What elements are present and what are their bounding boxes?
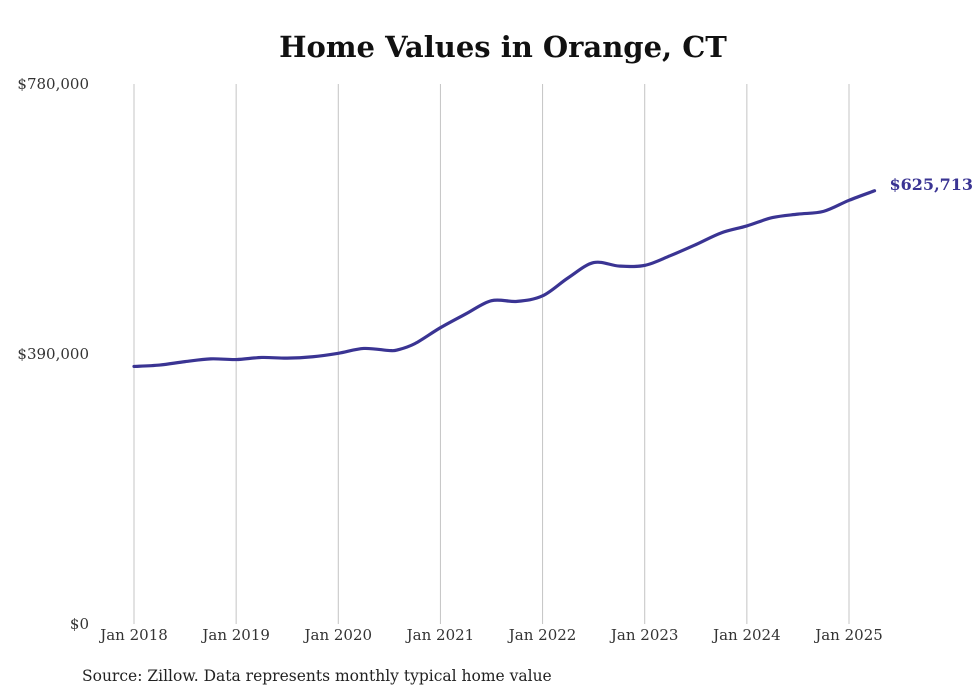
y-axis-ticks: $0 $390,000 $780,000	[17, 75, 89, 633]
x-tick-label: Jan 2021	[405, 626, 475, 644]
gridlines	[133, 84, 850, 624]
x-tick-label: Jan 2020	[303, 626, 373, 644]
y-tick-label: $390,000	[17, 345, 89, 363]
series-line	[132, 189, 877, 369]
x-tick-label: Jan 2019	[200, 626, 270, 644]
x-tick-label: Jan 2025	[813, 626, 883, 644]
x-tick-label: Jan 2022	[507, 626, 577, 644]
y-tick-label: $0	[70, 615, 89, 633]
y-tick-label: $780,000	[17, 75, 89, 93]
series-layer: $625,713	[132, 175, 974, 369]
chart-title: Home Values in Orange, CT	[279, 30, 727, 64]
x-tick-label: Jan 2024	[711, 626, 781, 644]
end-value-label: $625,713	[890, 175, 974, 194]
x-axis-ticks: Jan 2018 Jan 2019 Jan 2020 Jan 2021 Jan 2022…	[98, 626, 883, 644]
x-tick-label: Jan 2023	[609, 626, 679, 644]
x-tick-label: Jan 2018	[98, 626, 168, 644]
source-note: Source: Zillow. Data represents monthly …	[82, 667, 552, 685]
